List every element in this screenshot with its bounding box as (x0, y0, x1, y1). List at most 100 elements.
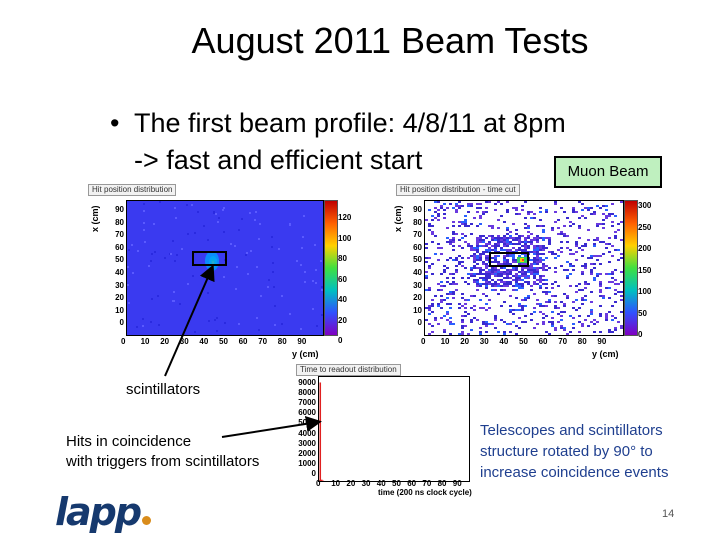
left-xtick: 50 (219, 337, 228, 346)
left-ytick: 0 (119, 318, 124, 328)
right-plot-xunit: y (cm) (592, 349, 619, 359)
right-ytick: 80 (413, 217, 422, 227)
left-ytick: 10 (115, 305, 124, 315)
right-xtick: 80 (577, 337, 587, 346)
time-xtick: 40 (376, 479, 386, 488)
right-xtick: 90 (597, 337, 607, 346)
left-scintillator-box (192, 251, 227, 266)
left-ztick: 100 (338, 233, 352, 243)
right-xtick: 20 (460, 337, 470, 346)
right-ytick: 40 (413, 268, 422, 277)
right-plot-title: Hit position distribution - time cut (396, 184, 520, 196)
hits-arrow (221, 415, 322, 438)
left-xtick: 80 (277, 337, 287, 346)
right-ytick: 0 (417, 318, 422, 328)
time-plot-xunit: time (200 ns clock cycle) (378, 488, 472, 497)
left-xtick: 20 (160, 337, 170, 346)
left-ytick: 70 (115, 230, 124, 240)
hits-label-line2: with triggers from scintillators (66, 453, 260, 470)
right-ztick: 100 (638, 287, 652, 296)
right-ytick: 90 (413, 205, 422, 214)
hits-label-line1: Hits in coincidence (66, 433, 192, 450)
time-ytick: 0 (311, 468, 316, 478)
right-ytick: 70 (413, 230, 422, 240)
left-ztick: 0 (338, 336, 343, 345)
time-xtick: 30 (361, 479, 371, 488)
bullet-dot: • (110, 108, 120, 138)
left-plot-title: Hit position distribution (88, 184, 177, 196)
time-xtick: 20 (346, 479, 356, 488)
left-xtick: 0 (121, 337, 126, 346)
right-ztick: 300 (638, 201, 652, 210)
histogram-bar (321, 479, 323, 481)
left-xtick: 30 (179, 337, 189, 346)
bullet-text: The first beam profile: 4/8/11 at 8pm (134, 108, 566, 138)
time-xtick: 90 (452, 479, 462, 488)
left-ytick: 50 (115, 255, 124, 265)
left-ytick: 90 (115, 205, 124, 214)
right-ytick: 10 (413, 305, 422, 315)
right-xtick: 40 (499, 337, 509, 346)
time-xtick: 80 (437, 479, 447, 488)
right-ztick: 0 (638, 330, 643, 339)
right-scintillator-box (489, 252, 529, 267)
scintillator-arrow (164, 264, 215, 377)
page-number: 14 (662, 508, 675, 520)
right-ztick: 200 (638, 244, 652, 253)
muon-beam-label: Muon Beam (554, 156, 662, 188)
left-ytick: 60 (115, 242, 124, 252)
right-ztick: 150 (638, 265, 652, 275)
right-ytick: 50 (413, 255, 422, 265)
logo-text: lapp (55, 490, 142, 534)
right-colorbar (624, 200, 638, 336)
left-ztick: 120 (338, 213, 352, 222)
right-ztick: 250 (638, 222, 652, 232)
time-ytick: 8000 (298, 388, 316, 398)
time-ytick: 1000 (298, 458, 316, 468)
left-xtick: 10 (140, 337, 150, 346)
right-ytick: 60 (413, 242, 422, 252)
left-hitmap (126, 200, 324, 336)
right-xtick: 50 (519, 337, 528, 346)
left-colorbar (324, 200, 338, 336)
time-xtick: 60 (407, 479, 417, 488)
time-ytick: 4000 (298, 428, 316, 438)
telescopes-note: Telescopes and scintillators structure r… (480, 420, 715, 483)
telescopes-line3: increase coincidence events (480, 464, 669, 481)
right-xtick: 10 (440, 337, 450, 346)
time-ytick: 9000 (298, 378, 316, 387)
right-xtick: 30 (479, 337, 489, 346)
left-ytick: 20 (115, 293, 124, 303)
time-ytick: 7000 (298, 398, 316, 408)
sub-bullet: -> fast and efficient start (134, 145, 423, 175)
telescopes-line2: structure rotated by 90° to (480, 443, 653, 460)
time-ytick: 6000 (298, 408, 316, 418)
time-xtick: 10 (331, 479, 341, 488)
time-ytick: 3000 (298, 438, 316, 448)
right-ytick: 30 (413, 280, 422, 290)
left-xtick: 90 (297, 337, 307, 346)
left-ztick: 60 (338, 274, 347, 284)
left-ytick: 40 (115, 268, 124, 277)
left-ytick: 80 (115, 217, 124, 227)
right-ztick: 50 (638, 308, 647, 318)
slide-title: August 2011 Beam Tests (191, 20, 589, 61)
time-xtick: 50 (392, 479, 401, 488)
left-xtick: 60 (238, 337, 248, 346)
telescopes-line1: Telescopes and scintillators (480, 422, 663, 439)
left-ytick: 30 (115, 280, 124, 290)
time-ytick: 2000 (298, 448, 316, 458)
time-histogram-svg (318, 376, 470, 482)
time-xtick: 70 (422, 479, 432, 488)
scintillators-label: scintillators (126, 381, 201, 398)
right-xtick: 70 (558, 337, 568, 346)
right-xtick: 60 (538, 337, 548, 346)
left-ztick: 80 (338, 254, 347, 263)
left-xtick: 70 (258, 337, 268, 346)
right-ytick: 20 (413, 293, 422, 303)
left-ztick: 40 (338, 295, 347, 304)
right-xtick: 0 (421, 337, 426, 346)
time-xtick: 0 (316, 479, 321, 488)
left-ztick: 20 (338, 315, 347, 325)
